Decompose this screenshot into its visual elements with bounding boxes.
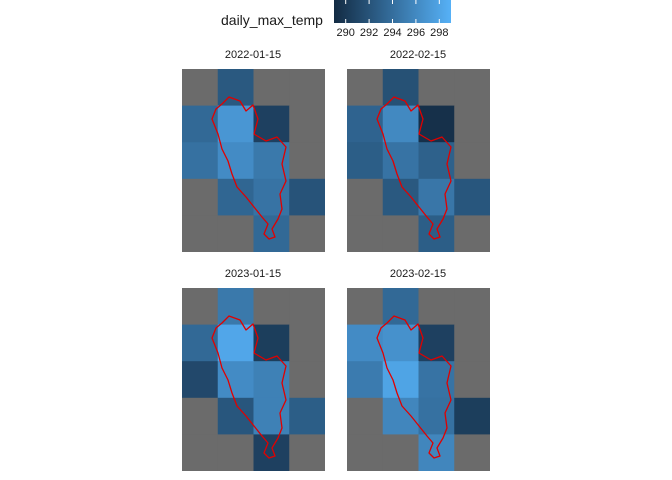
heatmap-cell: [253, 434, 290, 471]
heatmap-cell: [347, 324, 384, 362]
heatmap-cell: [347, 215, 384, 252]
heatmap-cell: [347, 434, 384, 471]
legend-tick-label: 290: [336, 27, 355, 39]
heatmap-cell: [382, 288, 419, 326]
region-outline: [211, 315, 287, 459]
heatmap-cell: [382, 361, 419, 399]
heatmap-cell: [217, 324, 254, 362]
heatmap-cell: [182, 69, 219, 107]
heatmap-cell: [454, 288, 490, 326]
heatmap-cell: [289, 434, 325, 471]
heatmap-cell: [217, 69, 254, 107]
facet-title: 2023-01-15: [224, 268, 282, 280]
heatmap-cell: [289, 69, 325, 107]
heatmap-cell: [454, 324, 490, 362]
heatmap-cell: [454, 142, 490, 180]
heatmap-cell: [418, 288, 455, 326]
heatmap-cell: [182, 288, 219, 326]
heatmap-cell: [454, 397, 490, 435]
heatmap-cell: [382, 434, 419, 471]
heatmap-cell: [289, 142, 325, 180]
heatmap-cell: [182, 215, 219, 252]
heatmap-cell: [382, 142, 419, 180]
heatmap-cell: [289, 178, 325, 216]
heatmap-cell: [454, 434, 490, 471]
heatmap-cell: [418, 215, 455, 252]
heatmap-cell: [418, 434, 455, 471]
heatmap-cell: [217, 142, 254, 180]
heatmap-cell: [289, 215, 325, 252]
heatmap-cell: [347, 288, 384, 326]
heatmap-cell: [253, 215, 290, 252]
region-outline: [376, 96, 452, 240]
legend-tick-label: 296: [406, 27, 426, 39]
heatmap-cell: [289, 105, 325, 143]
heatmap-cell: [454, 215, 490, 252]
panel-2022-02-15: [347, 69, 490, 252]
heatmap-cell: [382, 215, 419, 252]
panel-2022-01-15: [182, 69, 325, 252]
heatmap-cell: [217, 105, 254, 143]
heatmap-cell: [217, 434, 254, 471]
heatmap-cell: [454, 105, 490, 143]
heatmap-cell: [217, 215, 254, 252]
heatmap-cell: [289, 397, 325, 435]
colorbar: [334, 0, 451, 23]
heatmap-cell: [182, 324, 219, 362]
heatmap-cell: [182, 142, 219, 180]
facet-title: 2022-02-15: [389, 49, 447, 61]
heatmap-cell: [454, 361, 490, 399]
heatmap-cell: [253, 288, 290, 326]
heatmap-cell: [382, 105, 419, 143]
legend-title: daily_max_temp: [221, 12, 323, 28]
heatmap-cell: [454, 178, 490, 216]
heatmap-cell: [347, 69, 384, 107]
heatmap-cell: [382, 324, 419, 362]
heatmap-cell: [382, 69, 419, 107]
heatmap-cell: [347, 142, 384, 180]
panel-2023-02-15: [347, 288, 490, 471]
heatmap-cell: [182, 178, 219, 216]
region-outline: [211, 96, 287, 240]
heatmap-cell: [217, 288, 254, 326]
legend-tick-label: 294: [383, 27, 402, 39]
heatmap-cell: [182, 434, 219, 471]
panel-2023-01-15: [182, 288, 325, 471]
heatmap-cell: [182, 397, 219, 435]
heatmap-cell: [454, 69, 490, 107]
heatmap-cell: [347, 105, 384, 143]
heatmap-cell: [182, 361, 219, 399]
legend-tick-label: 298: [430, 27, 449, 39]
facet-title: 2022-01-15: [224, 49, 282, 61]
region-outline: [376, 315, 452, 459]
heatmap-cell: [289, 324, 325, 362]
legend-tick-label: 292: [359, 27, 379, 39]
heatmap-cell: [253, 69, 290, 107]
facet-title: 2023-02-15: [389, 268, 447, 280]
heatmap-cell: [289, 288, 325, 326]
heatmap-cell: [347, 361, 384, 399]
heatmap-cell: [217, 361, 254, 399]
heatmap-cell: [418, 69, 455, 107]
heatmap-cell: [347, 397, 384, 435]
heatmap-cell: [289, 361, 325, 399]
heatmap-cell: [182, 105, 219, 143]
heatmap-cell: [347, 178, 384, 216]
